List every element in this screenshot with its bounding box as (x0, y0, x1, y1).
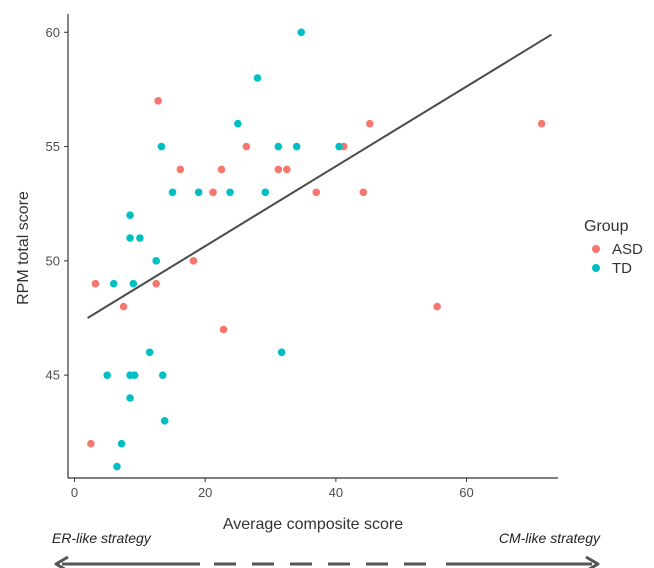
point-td (126, 211, 134, 219)
point-td (117, 439, 126, 448)
point-asd (91, 279, 100, 288)
point-td (152, 257, 160, 265)
legend-key-asd (592, 245, 600, 253)
point-td (335, 142, 343, 151)
x-tick-label: 40 (329, 485, 343, 500)
trend-line (87, 33, 552, 319)
point-td (253, 74, 262, 82)
point-asd (176, 165, 185, 174)
point-td (109, 279, 118, 288)
legend-label-td: TD (612, 260, 632, 277)
point-td (234, 119, 242, 128)
point-td (130, 371, 139, 379)
x-tick-label: 0 (71, 485, 78, 500)
point-asd (189, 257, 198, 265)
point-asd (359, 188, 368, 197)
point-td (261, 188, 270, 197)
point-td (160, 417, 169, 425)
point-td (129, 279, 138, 288)
arrow-head-left (54, 555, 69, 568)
point-td (126, 234, 134, 242)
point-td (274, 142, 283, 151)
trend-line-group (87, 33, 552, 319)
point-td (113, 462, 121, 471)
y-axis-label: RPM total score (15, 191, 32, 305)
point-asd (209, 188, 217, 197)
point-td (126, 394, 134, 402)
point-asd (152, 279, 160, 288)
strategy-annotation: ER-like strategy CM-like strategy (52, 530, 601, 568)
point-asd (433, 302, 441, 311)
point-td (158, 371, 167, 379)
point-td (136, 234, 144, 242)
axes: 0 20 40 60 45 50 55 60 (46, 14, 558, 500)
point-asd (537, 119, 546, 128)
point-asd (274, 165, 283, 174)
y-tick-label: 60 (46, 25, 60, 40)
point-td (168, 188, 177, 197)
y-tick-label: 50 (46, 253, 60, 268)
y-tick-label: 55 (46, 139, 60, 154)
x-axis-label: Average composite score (223, 516, 403, 533)
point-td (103, 371, 111, 379)
legend-label-asd: ASD (612, 241, 643, 258)
point-asd (242, 142, 251, 151)
cm-strategy-label: CM-like strategy (499, 530, 601, 546)
point-asd (219, 325, 228, 334)
point-asd (283, 165, 291, 174)
point-td (292, 142, 301, 151)
point-asd (312, 188, 321, 197)
legend-key-td (592, 264, 600, 272)
point-asd (217, 165, 226, 174)
point-asd (87, 439, 95, 448)
legend: Group ASD TD (584, 218, 643, 277)
point-td (226, 188, 234, 197)
point-td (145, 348, 154, 357)
point-td (297, 28, 306, 37)
x-tick-label: 20 (198, 485, 212, 500)
point-asd (154, 97, 162, 105)
y-tick-label: 45 (46, 368, 60, 383)
legend-title: Group (584, 218, 629, 235)
point-td (157, 142, 166, 151)
arrow-head-right (585, 555, 600, 568)
point-td (194, 188, 203, 197)
data-points (87, 28, 546, 471)
er-strategy-label: ER-like strategy (52, 530, 152, 546)
point-td (277, 348, 286, 357)
x-tick-label: 60 (459, 485, 473, 500)
point-asd (366, 119, 374, 128)
point-asd (119, 302, 128, 311)
